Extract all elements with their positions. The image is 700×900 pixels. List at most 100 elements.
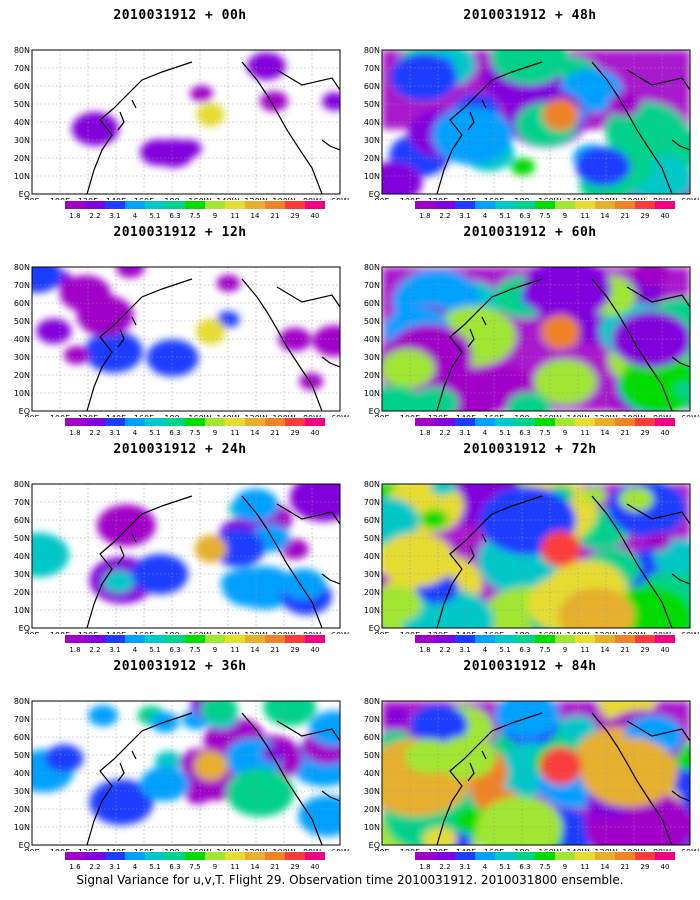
y-tick-label: 50N [14, 751, 30, 760]
colorbar-swatch [125, 201, 145, 209]
colorbar-label: 40 [311, 429, 320, 437]
x-tick-label: 140E [456, 197, 476, 200]
colorbar-swatch [515, 418, 535, 426]
variance-blob [633, 267, 670, 286]
variance-blob [382, 532, 454, 587]
y-tick-label: 80N [14, 46, 30, 55]
colorbar-label: 29 [291, 646, 300, 654]
y-tick-label: 70N [364, 64, 380, 73]
x-tick-label: 120E [78, 197, 98, 200]
coastline [86, 495, 340, 628]
colorbar-swatch [65, 852, 85, 860]
y-tick-label: 80N [364, 480, 380, 489]
colorbar-swatch [495, 852, 515, 860]
colorbar-swatch [105, 201, 125, 209]
colorbar-label: 40 [661, 863, 670, 871]
colorbar-swatch [205, 418, 225, 426]
variance-blob [153, 138, 195, 168]
y-tick-label: 80N [14, 263, 30, 272]
x-tick-label: 80E [24, 414, 39, 417]
x-tick-label: 60W [331, 848, 349, 851]
x-tick-label: 180 [164, 631, 179, 634]
colorbar-label: 2.2 [89, 429, 100, 437]
y-tick-label: 30N [14, 136, 30, 145]
x-tick-label: 60W [681, 631, 699, 634]
colorbar-label: 3.1 [109, 646, 120, 654]
colorbar-label: 14 [251, 212, 260, 220]
x-tick-label: 80W [653, 848, 671, 851]
x-tick-label: 80W [653, 631, 671, 634]
y-tick-label: EQ [369, 624, 380, 633]
colorbar-label: 29 [641, 212, 650, 220]
y-tick-label: 20N [364, 154, 380, 163]
colorbar-swatch [245, 852, 265, 860]
x-tick-label: 100W [622, 414, 645, 417]
x-tick-label: 100E [400, 197, 420, 200]
colorbar-label: 5.1 [499, 646, 510, 654]
colorbar-swatch [145, 852, 165, 860]
y-tick-label: 70N [14, 64, 30, 73]
colorbar-swatch [475, 201, 495, 209]
colorbar-label: 11 [231, 646, 240, 654]
colorbar-swatch [575, 201, 595, 209]
y-tick-label: 30N [364, 570, 380, 579]
colorbar-swatch [615, 852, 635, 860]
y-tick-label: 60N [364, 299, 380, 308]
colorbar-swatch [245, 418, 265, 426]
variance-blob [420, 509, 449, 530]
variance-blob [216, 274, 241, 292]
colorbar-swatch [65, 201, 85, 209]
variance-blob [226, 768, 295, 817]
colorbar-label: 21 [621, 646, 630, 654]
colorbar-label: 14 [601, 212, 610, 220]
x-tick-label: 100E [400, 631, 420, 634]
variance-blob [102, 570, 135, 593]
y-tick-label: 40N [364, 552, 380, 561]
y-tick-label: 60N [14, 733, 30, 742]
coastline [86, 61, 340, 194]
colorbar-label: 7.5 [539, 646, 550, 654]
y-tick-label: EQ [369, 407, 380, 416]
colorbar-swatch [655, 635, 675, 643]
map-frame [31, 483, 341, 629]
x-tick-label: 120W [594, 414, 617, 417]
colorbar-label: 40 [311, 863, 320, 871]
colorbar-swatch [85, 635, 105, 643]
variance-blob [583, 487, 606, 504]
y-tick-label: 60N [14, 299, 30, 308]
colorbar-swatch [265, 852, 285, 860]
colorbar-swatch [555, 418, 575, 426]
colorbar-label: 2.2 [439, 429, 450, 437]
variance-blob [430, 484, 457, 496]
colorbar-swatch [285, 418, 305, 426]
panel-title: 2010031912 + 36h [113, 659, 247, 674]
colorbar-label: 1.8 [419, 429, 430, 437]
map-panel: 2010031912 + 36h EQ 10N 20N 30N 40N 50N 60N 70N 8… [10, 659, 350, 871]
x-tick-label: 60W [681, 414, 699, 417]
colorbar-label: 40 [311, 212, 320, 220]
x-tick-label: 100E [50, 414, 70, 417]
x-tick-label: 160E [134, 414, 154, 417]
map-panel: 2010031912 + 72h EQ 10N 20N 30N 40N 50N 60N 70N 8… [360, 442, 700, 654]
colorbar-swatch [305, 852, 325, 860]
x-tick-label: 160E [484, 197, 504, 200]
colorbar-swatch [245, 635, 265, 643]
variance-blob [312, 325, 340, 357]
x-tick-label: 120E [428, 631, 448, 634]
colorbar-label: 3.1 [459, 646, 470, 654]
variance-blob [63, 346, 90, 365]
y-tick-label: 80N [364, 46, 380, 55]
colorbar-label: 11 [581, 212, 590, 220]
colorbar-label: 6.3 [169, 863, 180, 871]
variance-blob [200, 701, 238, 723]
x-tick-label: 100E [400, 848, 420, 851]
colorbar-label: 7.5 [539, 863, 550, 871]
colorbar: 1.8 2.2 3.1 4 5.1 6.3 7.5 9 11 14 21 29 40 [415, 635, 675, 654]
colorbar-swatch [435, 852, 455, 860]
colorbar-label: 7.5 [189, 646, 200, 654]
variance-map: EQ 10N 20N 30N 40N 50N 60N 70N 80N 80E 100E 120E 140… [14, 263, 349, 417]
variance-blob [88, 704, 118, 727]
x-tick-label: 140E [456, 414, 476, 417]
colorbar-label: 5.1 [149, 429, 160, 437]
colorbar: 1.8 2.2 3.1 4 5.1 6.3 7.5 9 11 14 21 29 40 [415, 852, 675, 871]
